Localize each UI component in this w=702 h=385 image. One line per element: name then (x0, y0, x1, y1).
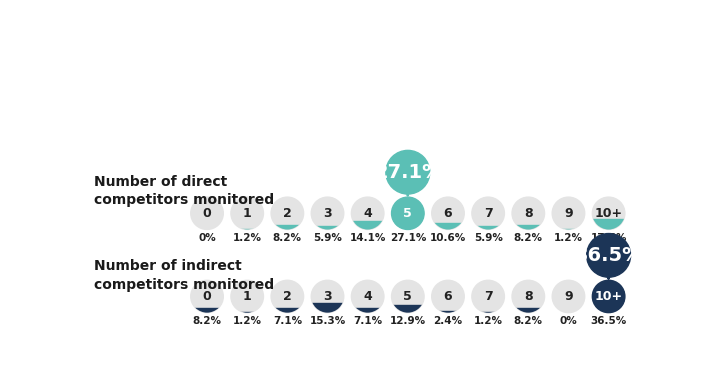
Text: 8.2%: 8.2% (273, 233, 302, 243)
Text: 27.1%: 27.1% (390, 233, 426, 243)
Text: 10+: 10+ (595, 207, 623, 220)
Bar (271, 224, 304, 229)
Circle shape (352, 280, 384, 313)
Text: 6: 6 (444, 207, 452, 220)
Text: 36.5%: 36.5% (575, 246, 642, 265)
Circle shape (432, 280, 464, 313)
Bar (472, 312, 505, 313)
Text: 6: 6 (444, 290, 452, 303)
Circle shape (191, 197, 223, 229)
Bar (432, 223, 464, 229)
Circle shape (552, 280, 585, 313)
Bar (352, 221, 384, 229)
Circle shape (231, 280, 263, 313)
Text: 8.2%: 8.2% (514, 316, 543, 326)
Circle shape (592, 280, 625, 313)
Bar (231, 312, 263, 313)
Circle shape (472, 280, 505, 313)
Bar (392, 305, 424, 313)
Circle shape (592, 197, 625, 229)
Text: 10+: 10+ (595, 290, 623, 303)
Text: 2.4%: 2.4% (433, 316, 463, 326)
Circle shape (552, 197, 585, 229)
Text: 14.1%: 14.1% (350, 233, 386, 243)
Bar (271, 308, 304, 313)
Circle shape (191, 280, 223, 313)
Bar (352, 308, 384, 313)
Circle shape (311, 280, 344, 313)
Circle shape (432, 197, 464, 229)
Bar (191, 308, 223, 313)
Circle shape (512, 197, 545, 229)
Circle shape (271, 197, 304, 229)
Circle shape (352, 197, 384, 229)
Text: 36.5%: 36.5% (590, 316, 627, 326)
Text: 2: 2 (283, 290, 292, 303)
Text: 5: 5 (404, 207, 412, 220)
Bar (512, 308, 545, 313)
Text: 0%: 0% (198, 233, 216, 243)
Text: 2: 2 (283, 207, 292, 220)
Text: 9: 9 (564, 207, 573, 220)
Text: 4: 4 (364, 207, 372, 220)
Circle shape (231, 197, 263, 229)
Text: 1: 1 (243, 290, 251, 303)
Bar (592, 219, 625, 229)
Text: 4: 4 (364, 290, 372, 303)
Text: 0: 0 (203, 290, 211, 303)
Text: 1.2%: 1.2% (554, 233, 583, 243)
Text: 27.1%: 27.1% (374, 163, 442, 182)
Bar (472, 226, 505, 229)
Text: 7: 7 (484, 207, 493, 220)
Text: Number of direct
competitors monitored: Number of direct competitors monitored (94, 175, 274, 207)
Circle shape (392, 197, 424, 229)
Circle shape (392, 280, 424, 313)
Bar (432, 311, 464, 313)
Text: 9: 9 (564, 290, 573, 303)
Text: 0%: 0% (559, 316, 577, 326)
Circle shape (311, 197, 344, 229)
Text: 10.6%: 10.6% (430, 233, 466, 243)
Text: 5.9%: 5.9% (313, 233, 342, 243)
Text: 5.9%: 5.9% (474, 233, 503, 243)
Circle shape (386, 151, 430, 194)
Circle shape (472, 197, 505, 229)
Text: 5: 5 (404, 290, 412, 303)
Text: Number of indirect
competitors monitored: Number of indirect competitors monitored (94, 259, 274, 292)
Text: 7: 7 (484, 290, 493, 303)
Text: 3: 3 (323, 290, 332, 303)
Text: 17.6%: 17.6% (590, 233, 627, 243)
Circle shape (512, 280, 545, 313)
Circle shape (271, 280, 304, 313)
Bar (512, 224, 545, 229)
Text: 8.2%: 8.2% (192, 316, 222, 326)
Text: 8: 8 (524, 207, 533, 220)
Text: 1.2%: 1.2% (232, 233, 262, 243)
Text: 7.1%: 7.1% (273, 316, 302, 326)
Text: 15.3%: 15.3% (310, 316, 345, 326)
Text: 3: 3 (323, 207, 332, 220)
Bar (392, 213, 424, 229)
Text: 1: 1 (243, 207, 251, 220)
Circle shape (587, 234, 630, 277)
Text: 1.2%: 1.2% (232, 316, 262, 326)
Bar (311, 303, 344, 313)
Text: 7.1%: 7.1% (353, 316, 382, 326)
Bar (311, 226, 344, 229)
Text: 0: 0 (203, 207, 211, 220)
Text: 8: 8 (524, 290, 533, 303)
Bar (592, 291, 625, 313)
Text: 1.2%: 1.2% (474, 316, 503, 326)
Text: 8.2%: 8.2% (514, 233, 543, 243)
Text: 12.9%: 12.9% (390, 316, 426, 326)
